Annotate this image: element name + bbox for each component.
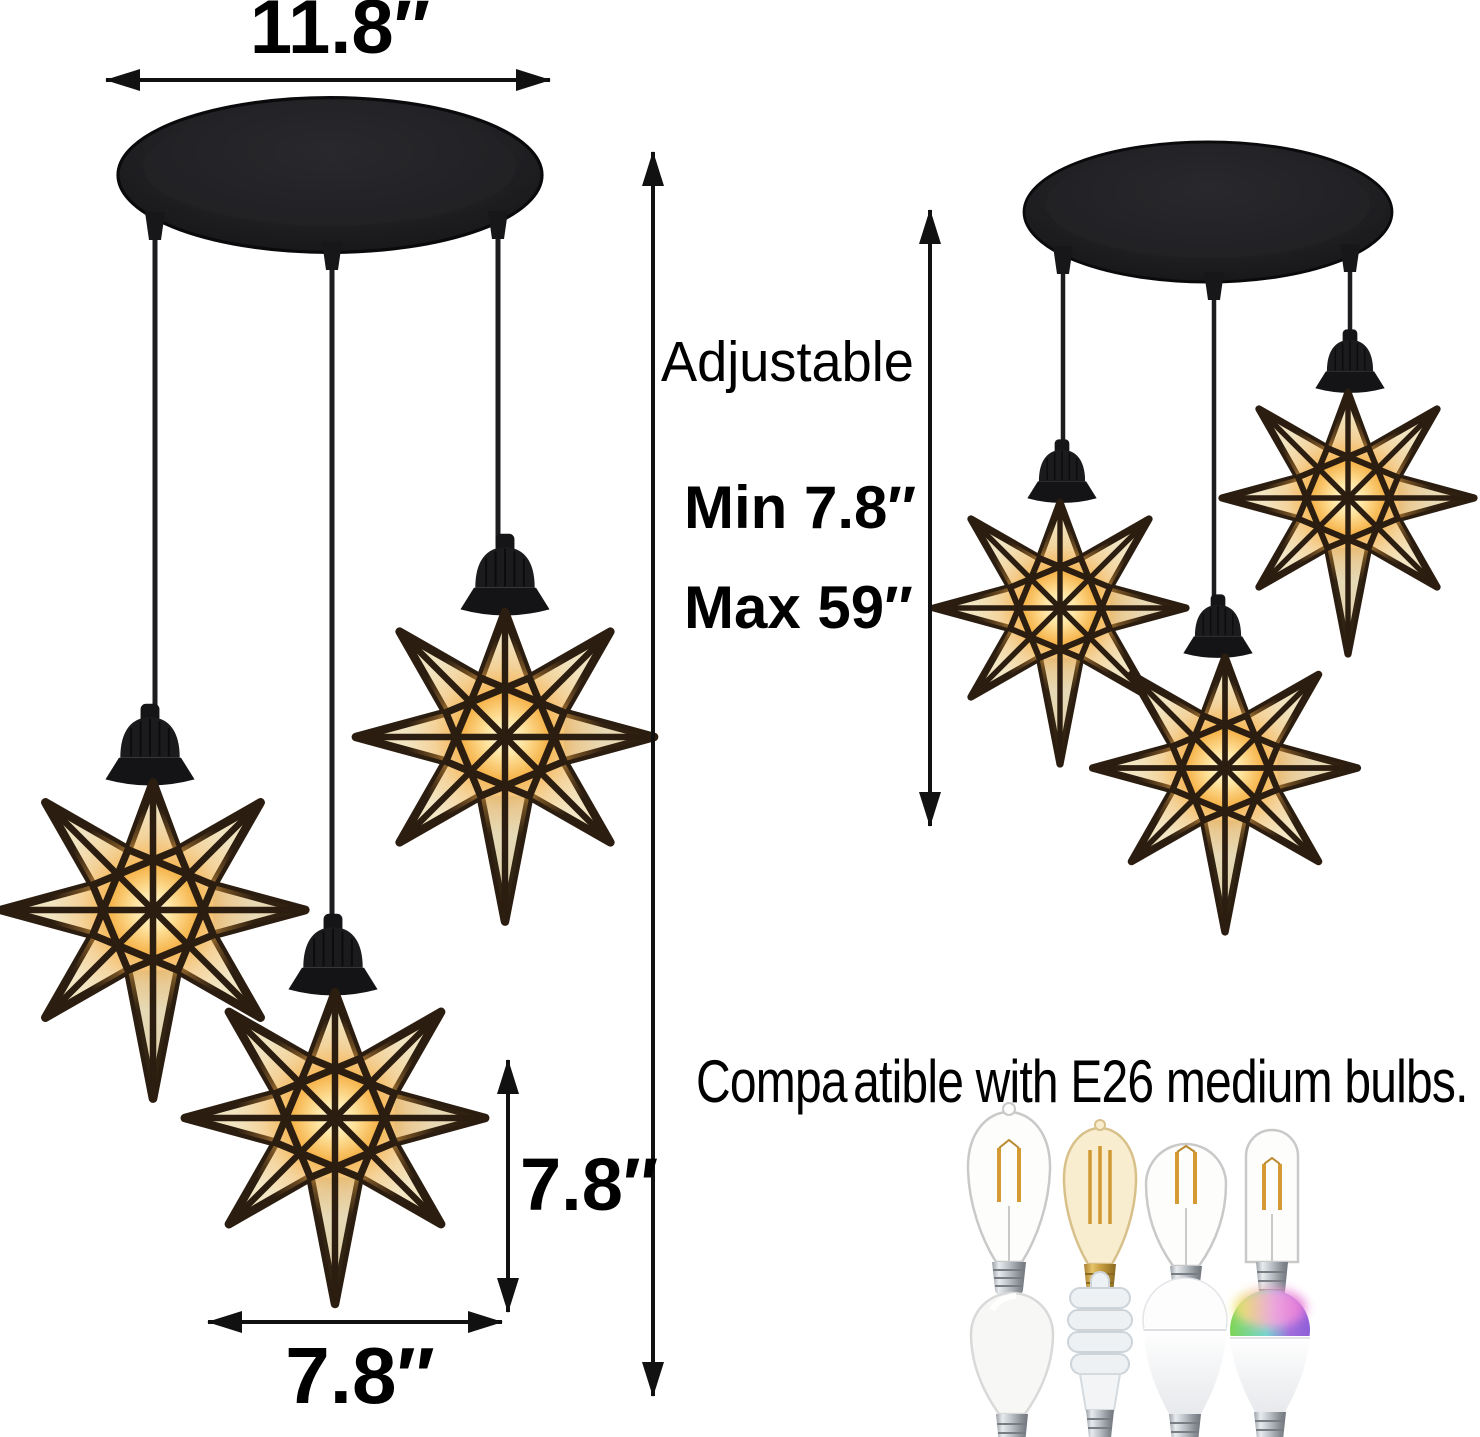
compatible-bulbs — [966, 1102, 1310, 1437]
ceiling-canopy — [116, 96, 544, 254]
bulb-compatibility-caption: Compa atible with E26 medium bulbs. — [696, 1052, 1468, 1112]
shade-height-label: 7.8″ — [520, 1143, 659, 1226]
socket-cap — [104, 702, 196, 787]
ceiling-canopy — [1022, 140, 1394, 284]
cfl-spiral-bulb-icon — [1067, 1271, 1133, 1437]
socket-cap — [459, 532, 551, 617]
socket-cap — [287, 912, 379, 997]
right-fixture — [934, 140, 1474, 932]
a19-white-led-bulb-icon — [1142, 1277, 1228, 1437]
st64-edison-filament-bulb-icon — [966, 1102, 1052, 1297]
a19-frosted-incandescent-bulb-icon — [969, 1291, 1055, 1437]
socket-cap — [1314, 328, 1386, 394]
star-pendant — [356, 532, 654, 922]
compatibility-text-right: atible with E26 medium bulbs. — [853, 1048, 1468, 1115]
adjustable-label: Adjustable — [661, 330, 914, 394]
min-drop-label: Min 7.8″ — [684, 474, 917, 541]
left-fixture — [1, 96, 654, 1304]
compatibility-text-left: Compa — [696, 1048, 848, 1115]
socket-cap — [1182, 593, 1254, 659]
rgb-smart-led-bulb-icon — [1230, 1288, 1310, 1437]
star-pendant — [934, 438, 1186, 764]
canopy-width-label: 11.8″ — [249, 0, 431, 70]
a19-clear-filament-bulb-icon — [1144, 1142, 1228, 1299]
socket-cap — [1026, 438, 1098, 504]
t45-tubular-filament-bulb-icon — [1244, 1128, 1300, 1299]
dimension-arrows — [105, 69, 941, 1397]
star-pendant — [1222, 328, 1474, 654]
star-pendant — [1093, 593, 1358, 931]
max-drop-label: Max 59″ — [684, 574, 913, 641]
shade-width-label: 7.8″ — [285, 1331, 435, 1420]
pendant-cords — [152, 212, 501, 925]
